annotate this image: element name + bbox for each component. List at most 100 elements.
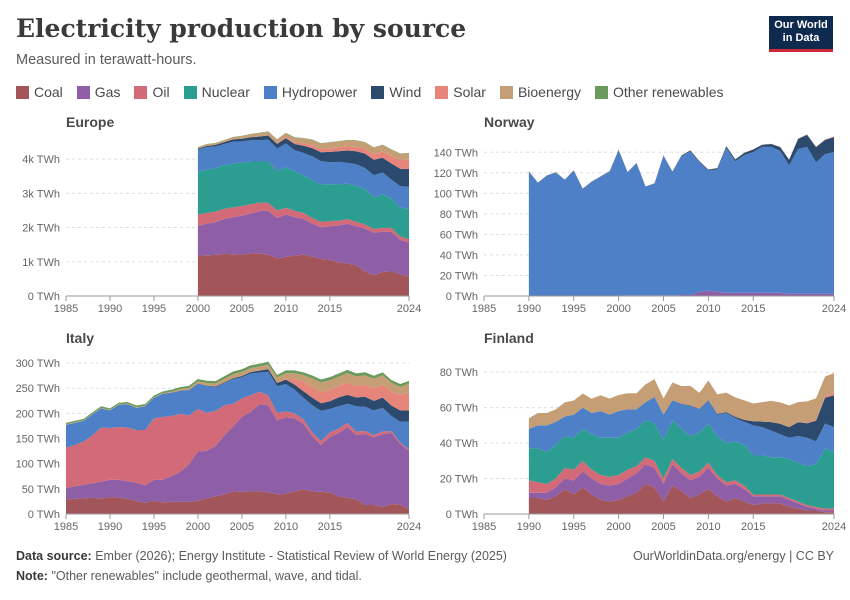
x-tick-label: 2015 bbox=[741, 521, 765, 533]
y-tick-label: 20 TWh bbox=[440, 270, 478, 282]
legend-item-oil[interactable]: Oil bbox=[134, 84, 170, 100]
legend-label: Gas bbox=[94, 84, 121, 100]
x-tick-label: 2000 bbox=[606, 521, 630, 533]
x-tick-label: 1995 bbox=[562, 521, 586, 533]
area-hydropower[interactable] bbox=[528, 146, 834, 296]
area-wind[interactable] bbox=[197, 135, 409, 187]
x-tick-label: 2010 bbox=[274, 521, 298, 533]
note-line: Note: "Other renewables" include geother… bbox=[16, 569, 362, 583]
area-oil[interactable] bbox=[197, 202, 409, 243]
x-tick-label: 2010 bbox=[696, 521, 720, 533]
legend-swatch bbox=[134, 85, 148, 99]
y-tick-label: 0 TWh bbox=[446, 291, 478, 303]
y-tick-label: 3k TWh bbox=[22, 188, 60, 200]
x-tick-label: 1995 bbox=[562, 303, 586, 315]
x-tick-label: 2010 bbox=[696, 303, 720, 315]
x-tick-label: 1995 bbox=[142, 521, 166, 533]
y-tick-label: 80 TWh bbox=[440, 209, 478, 221]
area-wind[interactable] bbox=[528, 395, 834, 442]
x-tick-label: 1990 bbox=[517, 521, 541, 533]
x-tick-label: 1985 bbox=[472, 303, 496, 315]
legend-item-coal[interactable]: Coal bbox=[16, 84, 63, 100]
y-tick-label: 1k TWh bbox=[22, 257, 60, 269]
y-tick-label: 100 TWh bbox=[434, 188, 478, 200]
legend-item-bioenergy[interactable]: Bioenergy bbox=[499, 84, 581, 100]
legend-label: Bioenergy bbox=[517, 84, 581, 100]
x-tick-label: 1985 bbox=[472, 521, 496, 533]
x-tick-label: 1995 bbox=[142, 303, 166, 315]
x-tick-label: 2005 bbox=[651, 303, 675, 315]
x-tick-label: 2000 bbox=[186, 521, 210, 533]
area-gas[interactable] bbox=[528, 290, 834, 296]
area-hydropower[interactable] bbox=[66, 371, 409, 450]
legend-item-hydropower[interactable]: Hydropower bbox=[263, 84, 358, 100]
x-tick-label: 2024 bbox=[822, 521, 846, 533]
legend-swatch bbox=[16, 85, 29, 99]
area-bioenergy[interactable] bbox=[528, 373, 834, 429]
y-tick-label: 2k TWh bbox=[22, 223, 60, 235]
legend-label: Solar bbox=[453, 84, 486, 100]
x-tick-label: 2005 bbox=[651, 521, 675, 533]
legend-label: Hydropower bbox=[281, 84, 358, 100]
area-coal[interactable] bbox=[66, 489, 409, 514]
legend-label: Oil bbox=[152, 84, 170, 100]
y-tick-label: 0 TWh bbox=[28, 291, 60, 303]
legend-item-other-renewables[interactable]: Other renewables bbox=[594, 84, 724, 100]
x-tick-label: 2010 bbox=[274, 303, 298, 315]
data-source-line: Data source: Ember (2026); Energy Instit… bbox=[16, 549, 507, 563]
x-tick-label: 1985 bbox=[54, 521, 78, 533]
y-tick-label: 140 TWh bbox=[434, 147, 478, 159]
area-wind[interactable] bbox=[66, 369, 409, 425]
chart-legend: Coal Gas Oil Nuclear Hydropower Wind Solar Bioe… bbox=[16, 84, 738, 100]
legend-item-wind[interactable]: Wind bbox=[371, 84, 421, 100]
note-text: "Other renewables" include geothermal, w… bbox=[51, 569, 362, 583]
area-nuclear[interactable] bbox=[197, 161, 409, 240]
legend-swatch bbox=[499, 85, 513, 99]
legend-label: Wind bbox=[389, 84, 422, 100]
y-tick-label: 80 TWh bbox=[440, 367, 478, 379]
y-tick-label: 100 TWh bbox=[16, 459, 60, 471]
y-tick-label: 40 TWh bbox=[440, 438, 478, 450]
area-wind[interactable] bbox=[528, 134, 834, 189]
chart-title: Finland bbox=[484, 330, 534, 346]
area-hydropower[interactable] bbox=[528, 397, 834, 467]
logo-line-1: Our World bbox=[774, 19, 828, 31]
legend-item-solar[interactable]: Solar bbox=[435, 84, 486, 100]
legend-item-gas[interactable]: Gas bbox=[76, 84, 121, 100]
area-hydropower[interactable] bbox=[197, 139, 409, 210]
credit-link[interactable]: OurWorldinData.org/energy | CC BY bbox=[632, 549, 834, 563]
y-tick-label: 50 TWh bbox=[22, 484, 60, 496]
page-subtitle: Measured in terawatt-hours. bbox=[16, 52, 197, 68]
chart-europe: Europe 0 TWh 1k TWh 2k TWh 3k TWh 4k TWh 1985 1… bbox=[22, 114, 421, 315]
data-source-text: Ember (2026); Energy Institute - Statist… bbox=[95, 549, 507, 563]
y-tick-label: 40 TWh bbox=[440, 250, 478, 262]
chart-norway: Norway 0 TWh 20 TWh 40 TWh 60 TWh 80 TWh 100 T… bbox=[434, 114, 847, 315]
area-oil[interactable] bbox=[528, 457, 834, 511]
x-tick-label: 2024 bbox=[397, 303, 421, 315]
legend-item-nuclear[interactable]: Nuclear bbox=[183, 84, 250, 100]
area-gas[interactable] bbox=[528, 464, 834, 513]
area-oil[interactable] bbox=[66, 391, 409, 488]
area-coal[interactable] bbox=[528, 483, 834, 514]
y-tick-label: 120 TWh bbox=[434, 168, 478, 180]
x-tick-label: 2024 bbox=[822, 303, 846, 315]
legend-label: Nuclear bbox=[201, 84, 250, 100]
area-bioenergy[interactable] bbox=[197, 131, 409, 161]
area-solar[interactable] bbox=[197, 135, 409, 170]
x-tick-label: 2005 bbox=[230, 303, 254, 315]
y-tick-label: 200 TWh bbox=[16, 408, 60, 420]
area-coal[interactable] bbox=[197, 253, 409, 296]
area-bioenergy[interactable] bbox=[66, 364, 409, 425]
area-nuclear[interactable] bbox=[528, 420, 834, 509]
owid-logo[interactable]: Our World in Data bbox=[769, 16, 833, 52]
legend-swatch bbox=[435, 85, 449, 99]
chart-finland: Finland 0 TWh 20 TWh 40 TWh 60 TWh 80 TWh 1985… bbox=[440, 330, 847, 533]
legend-swatch bbox=[183, 85, 197, 99]
note-label: Note: bbox=[16, 569, 48, 583]
area-gas[interactable] bbox=[66, 404, 409, 510]
area-gas[interactable] bbox=[197, 210, 409, 277]
x-tick-label: 1985 bbox=[54, 303, 78, 315]
chart-italy: Italy 0 TWh 50 TWh 100 TWh 150 TWh 200 TWh 250… bbox=[16, 330, 422, 533]
legend-swatch bbox=[594, 85, 608, 99]
